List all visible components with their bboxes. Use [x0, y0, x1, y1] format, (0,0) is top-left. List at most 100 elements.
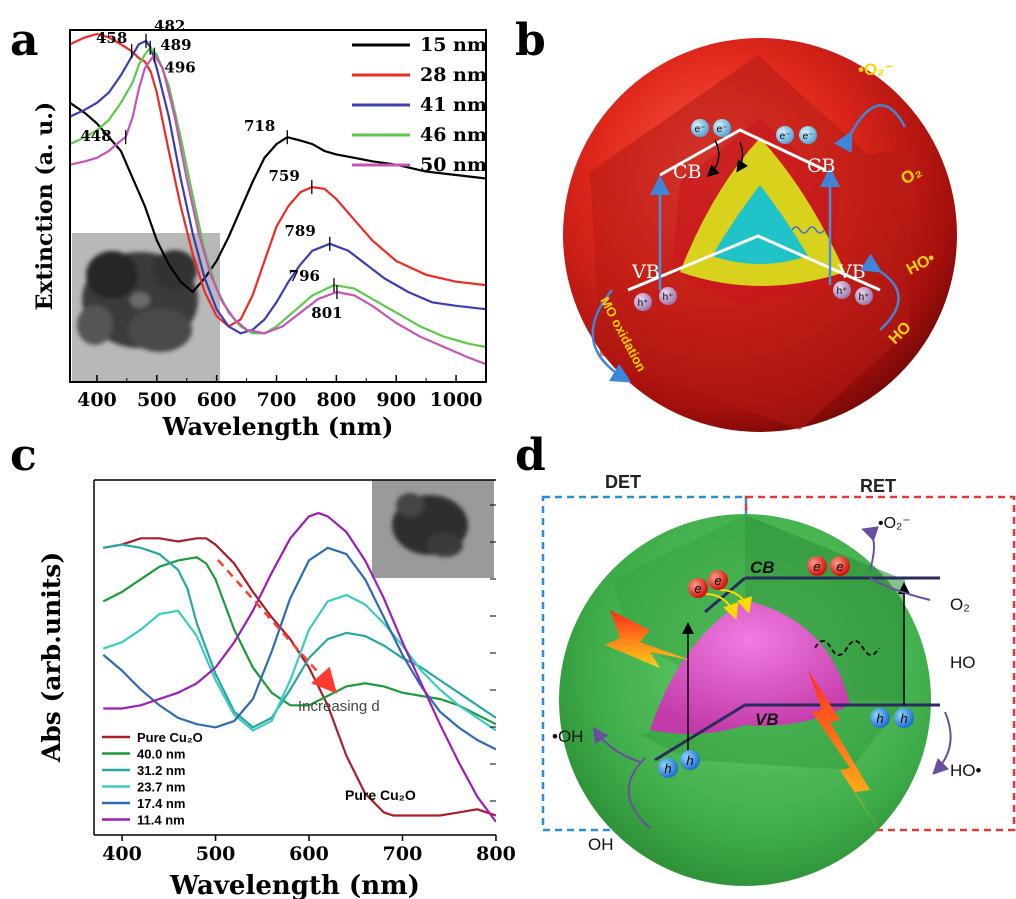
x-axis-c: 400 500 600 700 800 [102, 835, 516, 865]
hole-label: h⁺ [837, 286, 848, 297]
ret-label: RET [860, 476, 896, 496]
peak-label-a: 801 [311, 304, 342, 322]
electron-transfer-arrow-1 [704, 593, 739, 620]
oh-radical-arrow-d [592, 726, 641, 763]
electron-label: e [836, 559, 843, 574]
y-axis-title-c: Abs (arb.units) [37, 552, 66, 763]
y-axis-title-a: Extinction (a. u.) [32, 102, 58, 311]
ho-label-d: HO [950, 653, 976, 672]
hydroxyl-arrow [859, 253, 900, 331]
legend-label-a: 50 nm [420, 154, 487, 176]
increasing-d-arrow [217, 559, 337, 694]
legend-label-a: 28 nm [420, 64, 487, 86]
electron-transfer-arrow-center [736, 141, 748, 173]
ho-radical-label-d: HO• [950, 761, 982, 780]
oh-label-d: OH [588, 835, 614, 854]
cb-label-right: CB [807, 155, 836, 177]
holes-d-right: h h [870, 708, 914, 728]
increasing-d-label: Increasing d [298, 698, 380, 715]
electron-transfer-arrow-2 [719, 589, 753, 614]
superoxide-arrow-d [861, 526, 879, 571]
x-axis-title-c: Wavelength (nm) [169, 871, 420, 899]
magenta-core [650, 600, 850, 734]
peak-label-a: 496 [164, 59, 195, 77]
panel-c-label: c [10, 430, 37, 481]
panel-d-label: d [515, 430, 546, 481]
legend-label-c: 23.7 nm [137, 780, 185, 795]
x-tick-label-c: 400 [102, 843, 142, 865]
peak-label-a: 458 [96, 29, 127, 47]
peak-label-a: 759 [269, 167, 300, 185]
x-tick-label-a: 400 [77, 389, 117, 411]
holes-d-left: h h [658, 750, 700, 778]
hole-label: h⁺ [638, 298, 649, 309]
cb-label-d: CB [750, 558, 775, 577]
legend-a: 15 nm 28 nm 41 nm 46 nm 50 nm [352, 34, 487, 176]
mo-oxidation-arrow [591, 289, 632, 383]
ho-arrow-d [932, 711, 952, 775]
x-axis-title-a: Wavelength (nm) [162, 412, 394, 441]
energy-transfer-wave [814, 640, 880, 656]
legend-label-a: 41 nm [420, 94, 487, 116]
electron-transfer-arrow-left [706, 139, 720, 178]
vb-band-left [654, 703, 746, 762]
electron-label: e [694, 581, 701, 596]
legend-label-a: 46 nm [420, 124, 487, 146]
vb-label-d: VB [755, 710, 779, 729]
panel-c: c 400 500 600 700 800 Increasing d Pure Cu₂O… [10, 430, 516, 899]
det-label: DET [605, 472, 641, 492]
legend-label-c: 31.2 nm [137, 763, 185, 778]
electron-label: e [813, 559, 820, 574]
series-line-a-2 [70, 39, 486, 335]
x-tick-label-a: 900 [376, 389, 416, 411]
x-tick-label-a: 1000 [430, 389, 483, 411]
x-tick-label-c: 600 [289, 843, 329, 865]
cb-band-left [704, 576, 746, 614]
legend-label-c: Pure Cu₂O [137, 730, 203, 745]
peak-label-a: 489 [160, 36, 191, 54]
electrons-d-left: e e [688, 570, 728, 598]
legend-label-c: 17.4 nm [137, 796, 185, 811]
emission-wave [791, 226, 825, 234]
lightning-bolt-center [808, 670, 880, 832]
tem-inset-a [72, 233, 220, 381]
electron-label: e⁻ [695, 124, 706, 135]
hole-label: h [664, 761, 671, 776]
x-tick-label-c: 700 [383, 843, 423, 865]
hole-label: h [900, 711, 907, 726]
series-line-c-2 [103, 543, 496, 729]
vb-line [627, 234, 881, 292]
vb-label-left: VB [631, 261, 660, 283]
panel-d: d DET RET e e [515, 430, 1016, 886]
series-line-c-5 [103, 511, 496, 823]
panel-a-label: a [10, 15, 39, 66]
hole-label: h⁺ [859, 292, 870, 303]
legend-label-c: 40.0 nm [137, 747, 185, 762]
hole-label: h [876, 711, 883, 726]
oh-radical-label-d: •OH [552, 727, 583, 746]
pure-cu2o-annotation: Pure Cu₂O [345, 787, 416, 803]
oxygen-arrow-d [869, 577, 931, 601]
electrons-right: e⁻ e⁻ [776, 126, 817, 144]
electron-label: e⁻ [780, 131, 791, 142]
lightning-bolt-left [605, 610, 690, 668]
x-tick-label-a: 500 [137, 389, 177, 411]
legend-label-c: 11.4 nm [137, 813, 185, 828]
cb-label-left: CB [673, 161, 702, 183]
hole-label: h [686, 753, 693, 768]
legend-label-a: 15 nm [420, 34, 487, 56]
right-ticks-c [490, 504, 496, 802]
holes-right: h⁺ h⁺ [833, 281, 873, 305]
superoxide-arrow [834, 104, 907, 153]
oxygen-label-d: O₂ [950, 595, 970, 614]
cb-line [659, 128, 826, 177]
x-tick-label-a: 700 [257, 389, 297, 411]
series-line-c-3 [102, 593, 496, 732]
holes-left: h⁺ h⁺ [634, 287, 677, 311]
plot-area-a [70, 32, 486, 366]
axes-frame-a [69, 29, 487, 383]
peak-label-a: 796 [289, 267, 320, 285]
electron-label: e⁻ [803, 131, 814, 142]
